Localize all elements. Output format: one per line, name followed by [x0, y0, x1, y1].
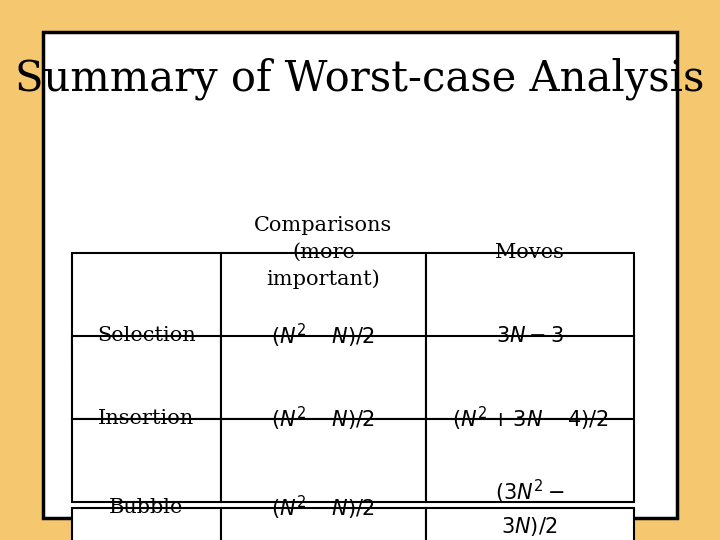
Bar: [221, 336, 426, 419]
Bar: [43, 32, 677, 518]
Bar: [72, 253, 221, 359]
Bar: [221, 419, 426, 502]
Bar: [221, 508, 426, 540]
Bar: [72, 419, 221, 502]
Bar: [72, 336, 221, 419]
Bar: [426, 419, 634, 502]
Text: $3N - 3$: $3N - 3$: [495, 326, 564, 346]
Text: Comparisons
(more
important): Comparisons (more important): [254, 216, 392, 289]
Text: $(N^2 - N)/2$: $(N^2 - N)/2$: [271, 322, 375, 350]
Text: $(N^2 + 3N - 4)/2$: $(N^2 + 3N - 4)/2$: [451, 405, 608, 433]
Bar: [426, 508, 634, 540]
Bar: [426, 336, 634, 419]
Text: Moves: Moves: [495, 243, 564, 262]
Text: $(N^2 - N)/2$: $(N^2 - N)/2$: [271, 405, 375, 433]
Text: Selection: Selection: [97, 326, 196, 345]
Text: Insertion: Insertion: [99, 409, 194, 428]
Bar: [221, 253, 426, 359]
Bar: [72, 508, 221, 540]
Text: $(N^2 - N)/2$: $(N^2 - N)/2$: [271, 494, 375, 522]
Text: $(3N^2 -$
$3N)/2$: $(3N^2 -$ $3N)/2$: [495, 477, 564, 538]
Text: Summary of Worst-case Analysis: Summary of Worst-case Analysis: [15, 57, 705, 99]
Bar: [426, 253, 634, 359]
Text: Bubble: Bubble: [109, 498, 184, 517]
